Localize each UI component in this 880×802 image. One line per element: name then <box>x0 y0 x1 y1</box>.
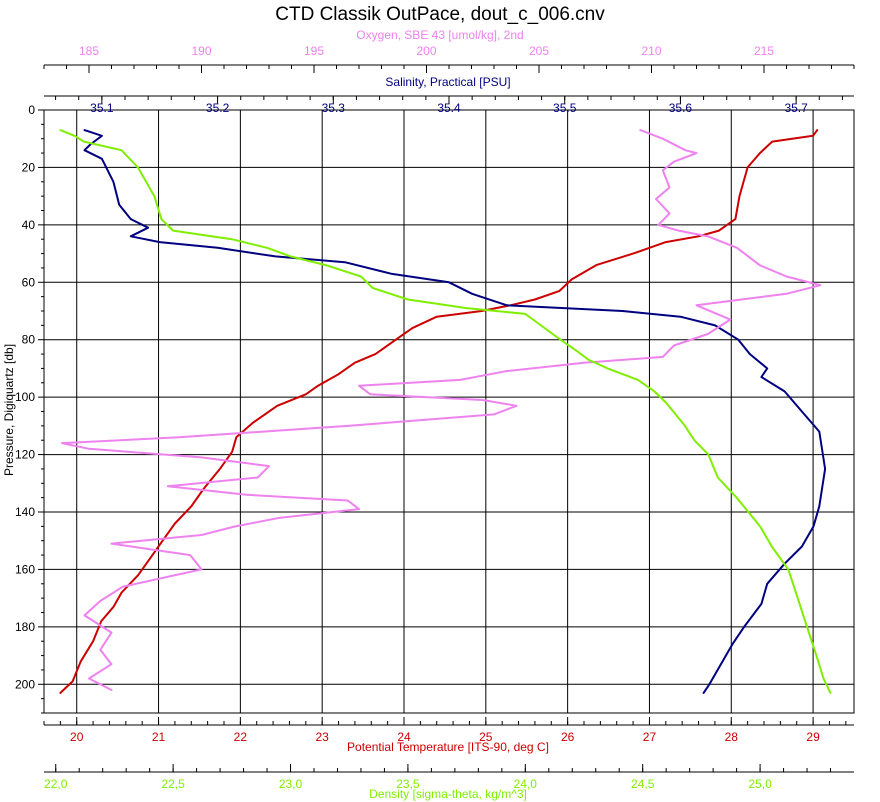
temperature-tick-label: 21 <box>152 730 166 744</box>
density-tick-label: 22,5 <box>161 777 185 791</box>
y-tick-label: 40 <box>22 218 36 232</box>
grid-layer <box>43 109 855 714</box>
y-tick-label: 160 <box>15 562 35 576</box>
pressure-axis-label: Pressure, Digiquartz [db] <box>2 344 16 476</box>
y-tick-label: 200 <box>15 677 35 691</box>
salinity-tick-label: 35.7 <box>784 101 808 115</box>
temperature-tick-label: 28 <box>725 730 739 744</box>
density-tick-label: 25,0 <box>748 777 772 791</box>
temperature-tick-label: 20 <box>70 730 84 744</box>
y-tick-label: 20 <box>22 160 36 174</box>
temperature-tick-label: 25 <box>479 730 493 744</box>
density-tick-label: 22,0 <box>44 777 68 791</box>
temperature-tick-label: 24 <box>397 730 411 744</box>
temperature-tick-label: 23 <box>316 730 330 744</box>
temperature-tick-label: 29 <box>806 730 820 744</box>
temperature-tick-label: 27 <box>643 730 657 744</box>
salinity-axis-label: Salinity, Practical [PSU] <box>385 75 510 89</box>
y-tick-label: 120 <box>15 448 35 462</box>
oxygen-tick-label: 215 <box>754 44 774 58</box>
salinity-tick-label: 35.1 <box>90 101 114 115</box>
temperature-profile-line <box>59 129 819 694</box>
y-tick-label: 100 <box>15 390 35 404</box>
oxygen-tick-label: 190 <box>191 44 211 58</box>
density-axis-label: Density [sigma-theta, kg/m^3] <box>369 787 527 801</box>
y-tick-label: 0 <box>28 103 35 117</box>
series-layer <box>59 129 832 694</box>
salinity-tick-label: 35.3 <box>322 101 346 115</box>
oxygen-tick-label: 200 <box>416 44 436 58</box>
y-tick-label: 140 <box>15 505 35 519</box>
density-tick-label: 24,0 <box>514 777 538 791</box>
density-tick-label: 23,0 <box>279 777 303 791</box>
salinity-tick-label: 35.4 <box>437 101 461 115</box>
oxygen-axis-label: Oxygen, SBE 43 [umol/kg], 2nd <box>356 28 523 42</box>
y-tick-label: 60 <box>22 275 36 289</box>
density-profile-line <box>59 129 832 694</box>
oxygen-tick-label: 205 <box>529 44 549 58</box>
oxygen-tick-label: 195 <box>304 44 324 58</box>
salinity-tick-label: 35.5 <box>553 101 577 115</box>
density-tick-label: 24,5 <box>631 777 655 791</box>
oxygen-tick-label: 185 <box>79 44 99 58</box>
oxygen-tick-label: 210 <box>641 44 661 58</box>
plot-frame <box>43 109 855 714</box>
temperature-axis-label: Potential Temperature [ITS-90, deg C] <box>347 740 549 754</box>
chart-title: CTD Classik OutPace, dout_c_006.cnv <box>275 4 605 25</box>
temperature-tick-label: 26 <box>561 730 575 744</box>
y-tick-label: 80 <box>22 333 36 347</box>
salinity-tick-label: 35.2 <box>206 101 230 115</box>
axes-layer: 0 20 40 60 80 100 120 140 160 180 200 185 190 195 200 2… <box>15 44 855 791</box>
oxygen-profile-line <box>61 129 822 691</box>
salinity-profile-line <box>83 129 827 694</box>
temperature-tick-label: 22 <box>234 730 248 744</box>
salinity-tick-label: 35.6 <box>669 101 693 115</box>
density-tick-label: 23,5 <box>396 777 420 791</box>
y-tick-label: 180 <box>15 620 35 634</box>
